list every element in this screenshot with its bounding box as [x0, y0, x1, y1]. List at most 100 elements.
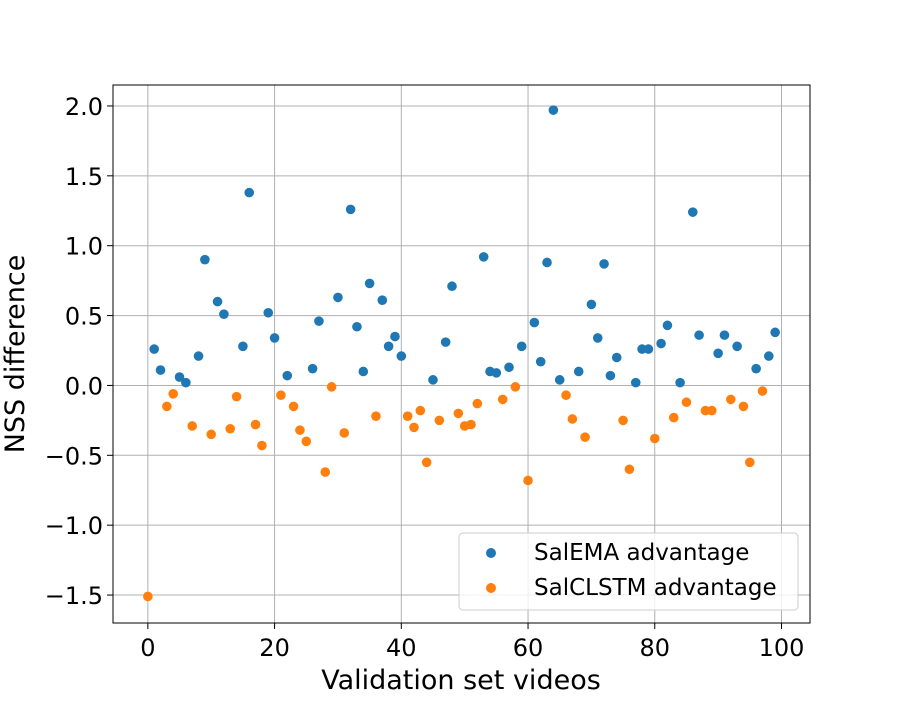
salclstm-point [453, 408, 464, 419]
salclstm-point [295, 425, 305, 435]
tick-layer: 0 20 40 60 80 100 −1.5 −1.0 −0.5 0.0 0.5 1.0 1.5 2.0 [45, 93, 805, 662]
y-tick-label: 0.0 [65, 372, 103, 400]
salclstm-point [681, 397, 692, 408]
salema-point [548, 105, 559, 115]
salclstm-point [339, 428, 350, 438]
salclstm-point [320, 467, 331, 477]
salclstm-point [472, 398, 483, 409]
salclstm-point [250, 419, 261, 430]
y-tick-label: 2.0 [65, 93, 103, 121]
salema-point [751, 363, 761, 374]
salema-point [656, 338, 666, 349]
salema-point [504, 362, 514, 373]
y-tick-label: −0.5 [45, 442, 103, 470]
y-tick-label: −1.5 [45, 582, 103, 610]
salema-point [269, 333, 280, 343]
salema-point [611, 352, 622, 363]
salema-point [675, 377, 685, 388]
x-tick-label: 20 [259, 634, 290, 662]
y-tick-label: 1.5 [65, 163, 103, 191]
legend-label-salema: SalEMA advantage [534, 540, 749, 566]
salclstm-point [421, 457, 432, 468]
salema-point [149, 344, 159, 354]
salclstm-point [466, 419, 476, 430]
salema-point [687, 207, 698, 217]
salclstm-point [206, 429, 217, 440]
x-tick-label: 40 [386, 634, 417, 662]
salema-point [352, 321, 362, 332]
points-layer [143, 105, 780, 602]
salema-point [244, 187, 255, 198]
salclstm-point [618, 415, 628, 426]
salclstm-point [738, 401, 749, 412]
salema-point [491, 368, 502, 378]
salclstm-point [434, 415, 445, 426]
salema-point [732, 341, 742, 352]
salclstm-point [276, 390, 286, 401]
salema-point [713, 348, 723, 359]
salclstm-point [143, 591, 153, 602]
salclstm-point [168, 389, 178, 399]
salclstm-point [745, 457, 755, 468]
salema-point [586, 299, 597, 310]
salclstm-point [668, 412, 679, 423]
x-tick-label: 80 [639, 634, 670, 662]
salema-point [770, 327, 780, 338]
salclstm-point [187, 421, 198, 431]
salema-point [238, 341, 248, 352]
salema-point [307, 363, 318, 374]
salema-point [592, 333, 603, 343]
salclstm-point [523, 475, 533, 486]
y-axis-label: NSS difference [0, 255, 31, 454]
salclstm-point [162, 401, 172, 412]
salema-point [535, 356, 546, 367]
salema-point [719, 330, 730, 340]
salema-point [662, 320, 673, 331]
salema-point [447, 281, 457, 292]
salema-point [573, 366, 584, 377]
salema-point [174, 372, 185, 382]
salclstm-point [231, 391, 242, 402]
salema-point [542, 257, 552, 268]
salema-point [764, 351, 774, 361]
x-tick-label: 60 [513, 634, 544, 662]
salema-point [529, 317, 540, 328]
salclstm-point [409, 422, 419, 433]
salema-point [554, 375, 565, 385]
salema-point [478, 252, 489, 262]
salclstm-point [288, 401, 299, 412]
y-tick-label: 0.5 [65, 303, 103, 331]
salclstm-point [402, 411, 413, 421]
salema-point [212, 296, 223, 307]
salema-point [193, 351, 204, 361]
salema-point [377, 295, 388, 306]
x-tick-label: 100 [759, 634, 805, 662]
salclstm-point [706, 405, 717, 416]
salclstm-point [725, 394, 736, 405]
x-tick-label: 0 [140, 634, 155, 662]
salema-point [263, 307, 274, 318]
salclstm-point [225, 423, 236, 434]
legend-marker-salema [486, 548, 496, 558]
salema-point [181, 377, 191, 388]
salema-point [630, 377, 641, 388]
salema-point [643, 344, 654, 354]
legend-marker-salclstm [486, 583, 496, 593]
salema-point [155, 365, 166, 375]
salema-point [428, 375, 438, 385]
salema-point [345, 204, 356, 215]
legend: SalEMA advantage SalCLSTM advantage [458, 532, 799, 611]
salema-point [516, 341, 527, 352]
salema-point [390, 331, 400, 342]
legend-box [458, 532, 799, 611]
salclstm-point [326, 382, 337, 392]
salclstm-point [371, 411, 381, 421]
salclstm-point [497, 394, 508, 405]
salema-point [383, 341, 394, 352]
y-tick-label: −1.0 [45, 512, 103, 540]
salema-point [694, 330, 704, 340]
salema-point [364, 278, 375, 289]
salclstm-point [561, 390, 571, 401]
salema-point [358, 366, 369, 377]
